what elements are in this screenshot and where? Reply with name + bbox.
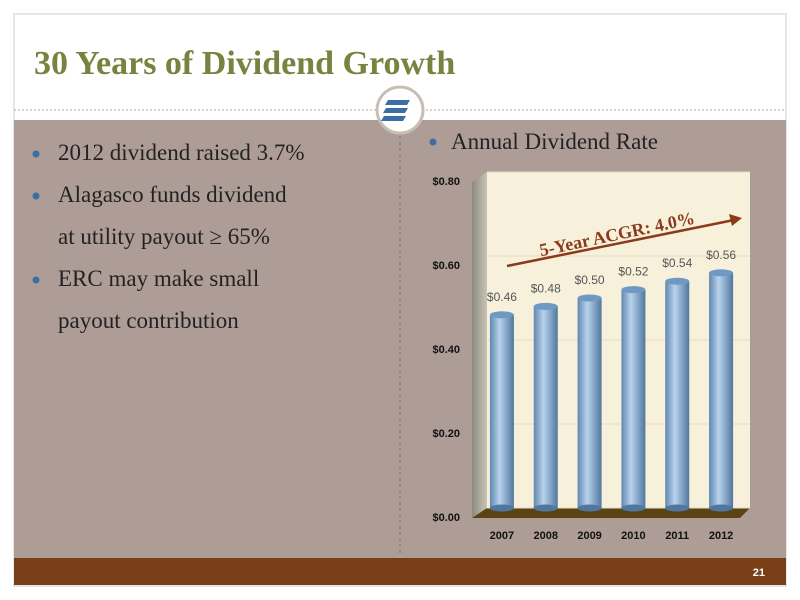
bar-top	[709, 269, 734, 277]
slide-title: 30 Years of Dividend Growth	[34, 45, 455, 82]
bullet-dot	[32, 192, 40, 200]
bar-top	[577, 294, 602, 302]
x-tick-label: 2007	[490, 530, 514, 542]
bullet-dot	[32, 276, 40, 284]
bar	[665, 281, 690, 508]
arrow-head	[729, 214, 742, 226]
value-label: $0.46	[487, 290, 517, 304]
left-wall	[472, 172, 487, 518]
bar	[709, 272, 734, 508]
value-label: $0.50	[575, 273, 605, 287]
bar-top	[665, 277, 690, 285]
bullet-text: 2012 dividend raised 3.7%	[58, 140, 305, 165]
footer-bar	[14, 558, 786, 585]
y-tick-label: $0.20	[432, 428, 460, 440]
x-tick-label: 2010	[621, 530, 645, 542]
bullet-text: at utility payout ≥ 65%	[58, 224, 270, 249]
bullet-text: ERC may make small	[58, 266, 259, 291]
floor	[472, 508, 750, 518]
chart-title: Annual Dividend Rate	[451, 129, 658, 154]
bullet-dot	[429, 138, 437, 146]
bar-top	[533, 302, 558, 310]
bullet-dot	[32, 150, 40, 158]
bullet-text: payout contribution	[58, 308, 239, 333]
bullet-text: Alagasco funds dividend	[58, 182, 287, 207]
bar-top	[489, 311, 514, 319]
bar-base	[709, 504, 734, 512]
y-tick-label: $0.40	[432, 344, 460, 356]
x-tick-label: 2011	[665, 530, 689, 542]
y-tick-label: $0.00	[432, 512, 460, 524]
bar	[533, 306, 558, 508]
x-tick-label: 2012	[709, 530, 733, 542]
bar-base	[533, 504, 558, 512]
page-number: 21	[753, 567, 765, 579]
y-tick-label: $0.80	[432, 176, 460, 188]
trend-arrow	[506, 218, 735, 268]
y-tick-label: $0.60	[432, 260, 460, 272]
value-label: $0.56	[706, 248, 736, 262]
bar-base	[577, 504, 602, 512]
logo	[375, 85, 425, 135]
value-label: $0.54	[662, 256, 692, 270]
bar-base	[621, 504, 646, 512]
value-label: $0.48	[531, 281, 561, 295]
bar	[621, 289, 646, 508]
value-label: $0.52	[618, 265, 648, 279]
bar-top	[621, 286, 646, 294]
bar-base	[665, 504, 690, 512]
bar	[489, 314, 514, 508]
bar	[577, 298, 602, 508]
x-tick-label: 2009	[577, 530, 601, 542]
x-tick-label: 2008	[534, 530, 558, 542]
bar-base	[489, 504, 514, 512]
